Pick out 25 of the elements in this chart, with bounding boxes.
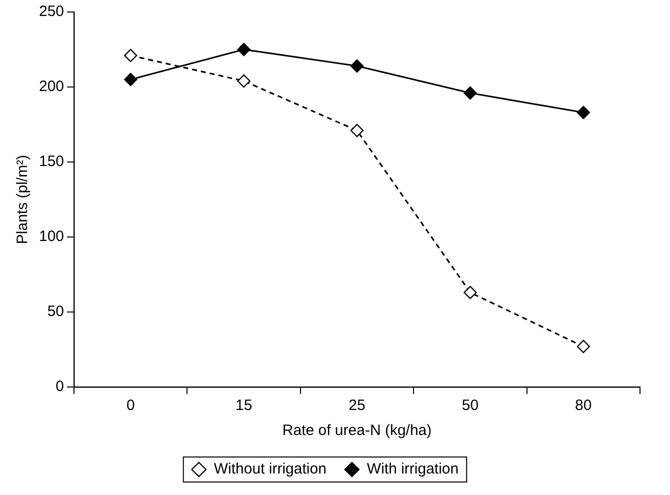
x-tick-label: 0	[126, 397, 135, 414]
y-tick-label: 250	[38, 3, 64, 20]
y-tick-label: 0	[56, 378, 64, 396]
x-tick-label: 80	[575, 397, 592, 414]
y-tick-label: 200	[38, 78, 64, 96]
x-tick-label: 50	[462, 397, 479, 414]
legend-label: With irrigation	[366, 460, 459, 478]
point	[350, 124, 364, 138]
point	[576, 106, 590, 120]
point	[464, 86, 477, 100]
y-axis-title: Plants (pl/m²)	[14, 154, 32, 244]
x-axis-title: Rate of urea-N (kg/ha)	[282, 422, 432, 440]
x-tick-label: 25	[348, 397, 366, 414]
point	[237, 74, 250, 88]
point	[464, 286, 477, 300]
point	[124, 48, 138, 62]
point	[124, 72, 138, 86]
legend-label: Without irrigation	[214, 460, 326, 478]
y-tick-label: 100	[38, 228, 64, 246]
point	[350, 59, 364, 73]
point	[576, 340, 590, 354]
point	[237, 42, 250, 56]
y-tick-label: 50	[47, 303, 64, 320]
y-tick-label: 150	[38, 153, 64, 170]
x-tick-label: 15	[235, 397, 252, 414]
